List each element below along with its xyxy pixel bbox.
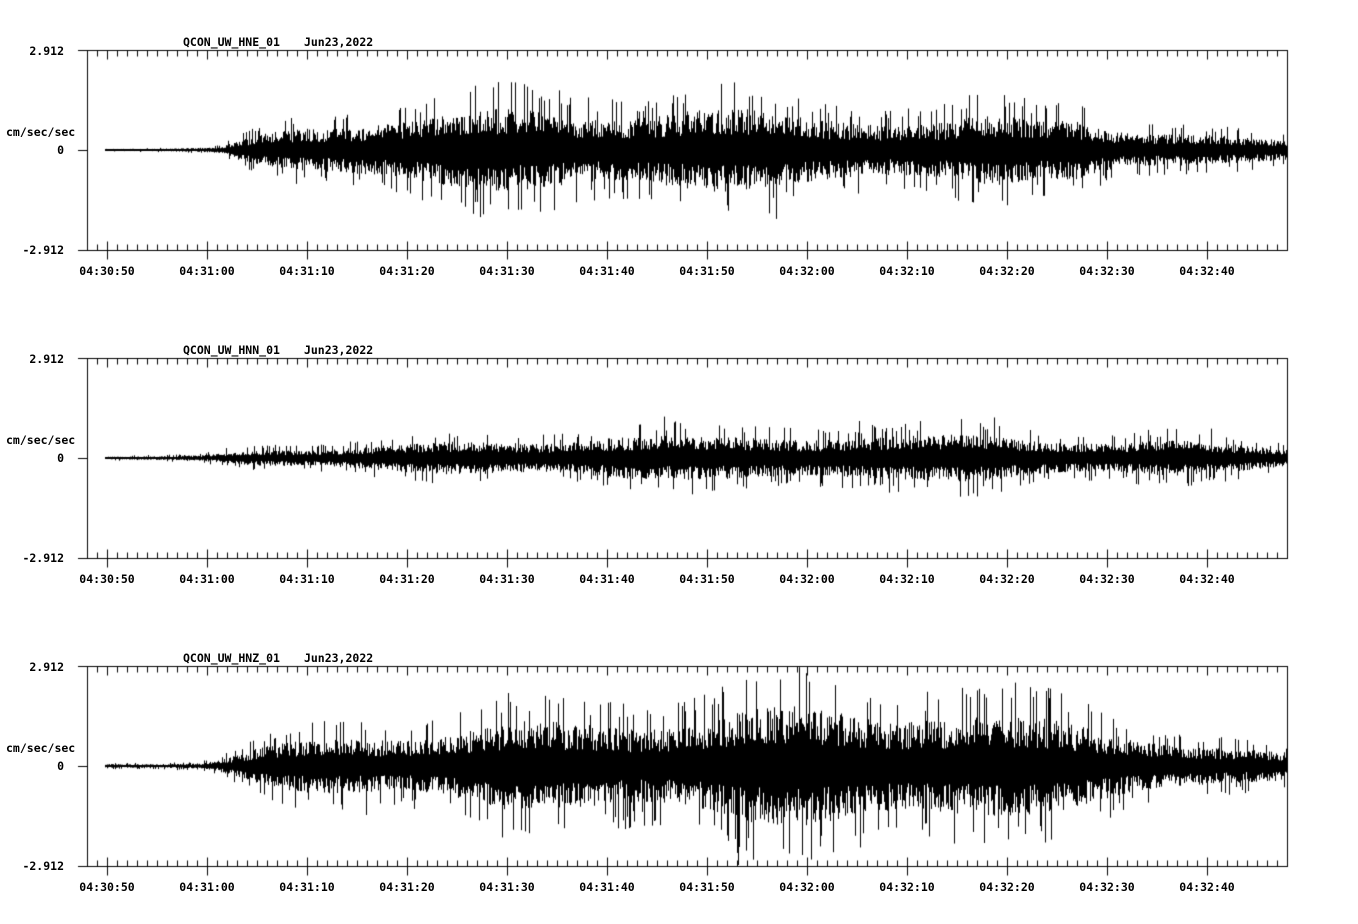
x-tick-label: 04:32:30 [1079,572,1135,586]
y-axis-min-label: -2.912 [22,551,64,565]
x-tick-label: 04:32:40 [1179,264,1235,278]
x-tick-label: 04:32:20 [979,264,1035,278]
x-tick-label: 04:32:20 [979,572,1035,586]
x-tick-label: 04:30:50 [79,880,135,894]
x-tick-label: 04:31:40 [579,880,635,894]
plot-title: QCON_UW_HNZ_01 Jun23,2022 [183,651,373,665]
y-axis-unit-label: cm/sec/sec [6,433,76,447]
x-tick-label: 04:32:10 [879,264,935,278]
x-tick-label: 04:31:10 [279,880,335,894]
x-tick-label: 04:31:30 [479,880,535,894]
y-axis-zero-label: 0 [57,759,64,773]
y-axis-max-label: 2.912 [29,660,64,674]
x-tick-label: 04:30:50 [79,572,135,586]
x-tick-label: 04:31:30 [479,572,535,586]
station-channel-label: QCON_UW_HNZ_01 [183,651,280,665]
y-axis-unit-label: cm/sec/sec [6,741,76,755]
x-tick-label: 04:32:10 [879,572,935,586]
x-tick-label: 04:31:00 [179,880,235,894]
x-tick-label: 04:32:40 [1179,572,1235,586]
x-tick-label: 04:31:00 [179,572,235,586]
plot-title: QCON_UW_HNN_01 Jun23,2022 [183,343,373,357]
x-tick-label: 04:31:30 [479,264,535,278]
x-tick-label: 04:32:00 [779,572,835,586]
date-label: Jun23,2022 [303,343,374,357]
x-tick-label: 04:31:10 [279,572,335,586]
y-axis-zero-label: 0 [57,451,64,465]
y-axis-min-label: -2.912 [22,243,64,257]
y-axis-max-label: 2.912 [29,352,64,366]
x-tick-label: 04:32:30 [1079,880,1135,894]
x-tick-label: 04:31:50 [679,572,735,586]
x-tick-label: 04:31:20 [379,880,435,894]
station-channel-label: QCON_UW_HNE_01 [183,35,280,49]
x-tick-label: 04:30:50 [79,264,135,278]
x-tick-label: 04:31:20 [379,572,435,586]
x-tick-label: 04:31:40 [579,264,635,278]
station-channel-label: QCON_UW_HNN_01 [183,343,280,357]
x-tick-label: 04:32:30 [1079,264,1135,278]
y-axis-max-label: 2.912 [29,44,64,58]
x-tick-label: 04:32:40 [1179,880,1235,894]
y-axis-zero-label: 0 [57,143,64,157]
date-label: Jun23,2022 [303,651,374,665]
waveform-canvas-hne [73,48,1293,262]
x-tick-label: 04:31:20 [379,264,435,278]
plot-title: QCON_UW_HNE_01 Jun23,2022 [183,35,373,49]
waveform-canvas-hnz [73,664,1293,878]
x-tick-label: 04:31:50 [679,264,735,278]
date-label: Jun23,2022 [303,35,374,49]
y-axis-unit-label: cm/sec/sec [6,125,76,139]
x-tick-label: 04:31:00 [179,264,235,278]
x-tick-label: 04:31:10 [279,264,335,278]
waveform-canvas-hnn [73,356,1293,570]
x-tick-label: 04:32:00 [779,880,835,894]
x-tick-label: 04:32:00 [779,264,835,278]
x-tick-label: 04:31:50 [679,880,735,894]
x-tick-label: 04:32:20 [979,880,1035,894]
x-tick-label: 04:31:40 [579,572,635,586]
x-tick-label: 04:32:10 [879,880,935,894]
y-axis-min-label: -2.912 [22,859,64,873]
